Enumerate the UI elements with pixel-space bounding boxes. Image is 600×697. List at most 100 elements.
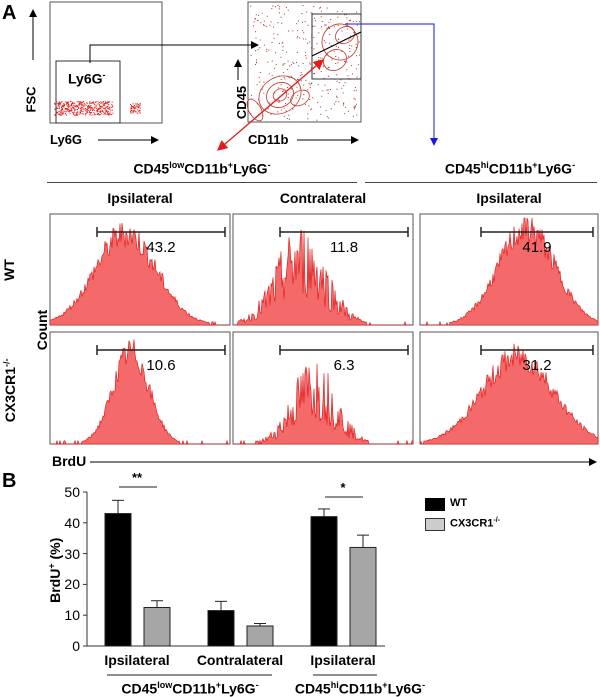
contour-dot <box>296 86 298 88</box>
scatter-dot <box>138 105 140 107</box>
contour-dot <box>257 19 259 21</box>
h-sup3: - <box>572 160 576 170</box>
scatter-dot <box>94 113 96 115</box>
contour-dot <box>349 47 351 49</box>
contour-dot <box>259 72 261 74</box>
scatter-dot <box>86 111 88 113</box>
scatter-dot <box>132 106 134 108</box>
scatter-dot <box>99 111 101 113</box>
scatter-dot <box>111 101 113 103</box>
contour-dot <box>298 65 300 67</box>
contour-dot <box>346 22 348 24</box>
scatter-dot <box>67 110 69 112</box>
scatter-dot <box>80 110 82 112</box>
g-sup1: hi <box>330 680 339 690</box>
scatter-dot <box>82 101 84 103</box>
scatter-dot <box>87 109 89 111</box>
scatter-dot <box>78 113 80 115</box>
scatter-dot <box>76 114 78 116</box>
contour-dot <box>271 8 273 10</box>
scatter-dot <box>131 109 133 111</box>
contour-dot <box>255 50 257 52</box>
contour-dot <box>271 41 273 43</box>
scatter-dot <box>73 113 75 115</box>
contour-dot <box>337 24 339 26</box>
contour-dot <box>252 25 254 27</box>
scatter-dot <box>77 109 79 111</box>
scatter-dot <box>100 105 102 107</box>
scatter-dot <box>100 102 102 104</box>
scatter-dot <box>87 109 89 111</box>
contour-dot <box>321 10 323 12</box>
scatter-dot <box>92 109 94 111</box>
scatter-dot <box>72 107 74 109</box>
scatter-dot <box>102 111 104 113</box>
scatter-dot <box>139 104 141 106</box>
scatter-dot <box>81 108 83 110</box>
scatter-dot <box>61 112 63 114</box>
row-label-sup: -/- <box>1 358 12 367</box>
scatter-dot <box>133 110 135 112</box>
scatter-dot <box>138 110 140 112</box>
scatter-dot <box>64 103 66 105</box>
scatter-dot <box>74 102 76 104</box>
scatter-dot <box>105 111 107 113</box>
scatter-dot <box>138 110 140 112</box>
scatter-dot <box>68 109 70 111</box>
scatter-dot <box>86 104 88 106</box>
contour-dot <box>356 11 358 13</box>
scatter-dot <box>95 101 97 103</box>
scatter-dot <box>59 107 61 109</box>
contour-dot <box>314 73 316 75</box>
scatter-dot <box>96 109 98 111</box>
scatter-dot <box>80 101 82 103</box>
scatter-dot <box>108 108 110 110</box>
contour-dot <box>272 5 274 7</box>
scatter-dot <box>67 101 69 103</box>
scatter-dot <box>106 110 108 112</box>
scatter-dot <box>74 108 76 110</box>
scatter-dot <box>139 103 141 105</box>
contour-dot <box>263 81 265 83</box>
scatter-dot <box>58 110 60 112</box>
scatter-dot <box>88 105 90 107</box>
scatter-dot <box>57 108 59 110</box>
contour-dot <box>297 20 299 22</box>
scatter-dot <box>94 107 96 109</box>
contour-dot <box>296 78 298 80</box>
scatter-dot <box>59 112 61 114</box>
scatter-dot <box>79 103 81 105</box>
scatter-dot <box>103 104 105 106</box>
contour-dot <box>255 37 257 39</box>
scatter-dot <box>133 105 135 107</box>
brdu-gate-value: 11.8 <box>329 239 359 256</box>
legend-text: CX3CR1 <box>450 517 494 530</box>
contour-dot <box>357 64 359 66</box>
scatter-dot <box>78 106 80 108</box>
contour-dot <box>354 106 356 108</box>
scatter-dot <box>81 107 83 109</box>
scatter-dot <box>111 106 113 108</box>
scatter-dot <box>83 113 85 115</box>
contour-dot <box>304 21 306 23</box>
contour-dot <box>322 66 324 68</box>
scatter-dot <box>62 104 64 106</box>
h-post: Ly6G <box>233 160 268 177</box>
brdu-gate-value: 10.6 <box>146 357 176 374</box>
contour-dot <box>337 62 339 64</box>
scatter-dot <box>103 113 105 115</box>
contour-dot <box>328 26 330 28</box>
scatter-dot <box>111 109 113 111</box>
contour-dot <box>261 12 263 14</box>
contour-dot <box>354 105 356 107</box>
contour-dot <box>302 38 304 40</box>
contour-dot <box>280 79 282 81</box>
contour-dot <box>261 88 263 90</box>
contour-dot <box>301 13 303 15</box>
contour-dot <box>316 119 318 121</box>
contour-dot <box>285 103 287 105</box>
contour-dot <box>353 90 355 92</box>
contour-dot <box>327 92 329 94</box>
contour-dot <box>278 102 280 104</box>
fsc-axis-label: FSC <box>23 86 39 113</box>
